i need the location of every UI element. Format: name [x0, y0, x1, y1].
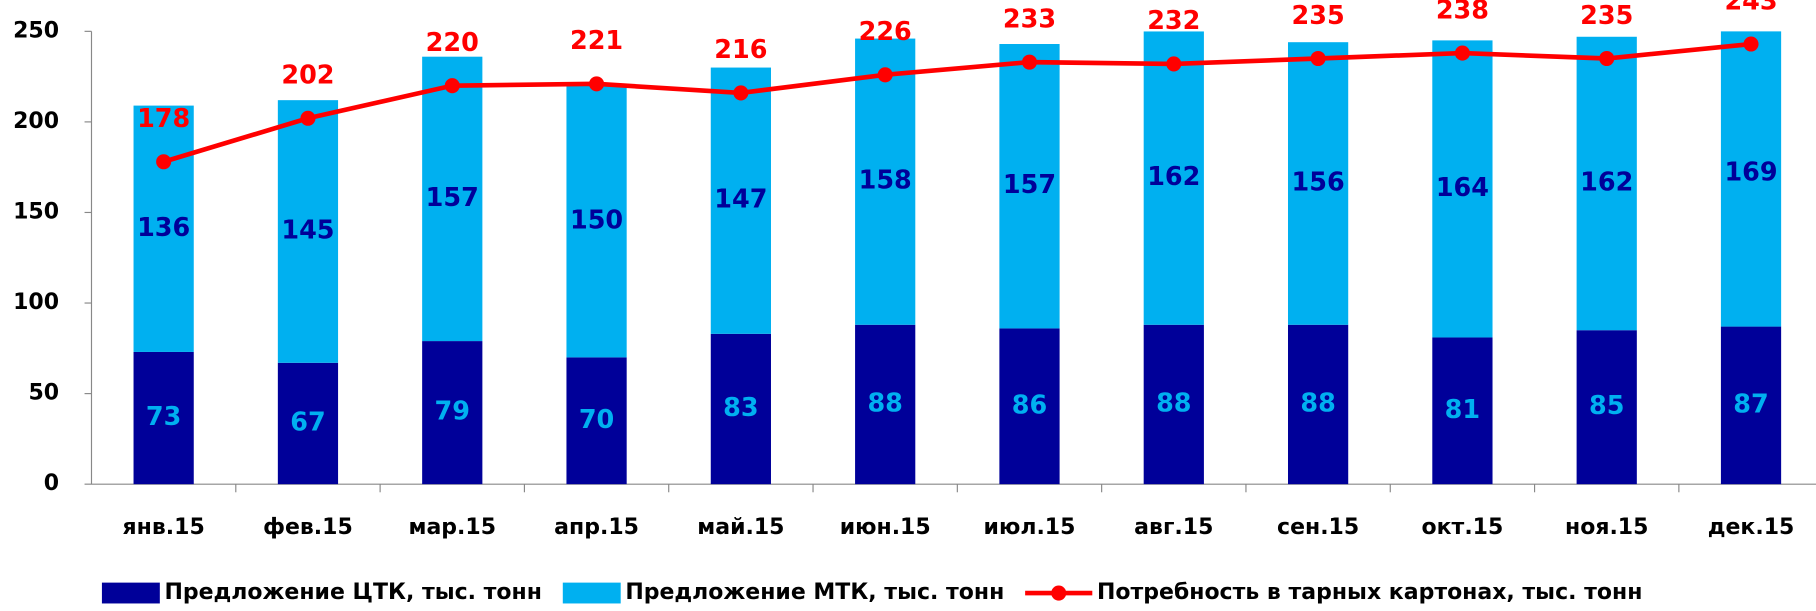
bar-label: 70: [579, 405, 614, 435]
bar: [1143, 324, 1204, 485]
line-label: 220: [426, 28, 479, 58]
line-point: [1310, 50, 1326, 67]
bar: [1143, 31, 1204, 325]
line-point: [1743, 36, 1759, 52]
legend-marker: [1051, 585, 1067, 601]
legend-label: Потребность в тарных картонах, тыс. тонн: [1097, 580, 1642, 605]
bar: [1287, 324, 1349, 485]
y-tick-label: 50: [28, 381, 59, 406]
line-point: [733, 85, 749, 101]
bar: [422, 56, 483, 342]
bar: [710, 67, 771, 334]
x-tick-label: сен.15: [1277, 515, 1359, 540]
line: [162, 41, 1752, 164]
line-label: 243: [1724, 0, 1777, 16]
legend-swatch: [562, 582, 621, 604]
legend-label: Предложение МТК, тыс. тонн: [625, 580, 1004, 605]
line-point: [1021, 54, 1038, 70]
bar-label: 88: [1300, 388, 1335, 418]
line-point: [444, 78, 460, 94]
line-label: 232: [1147, 6, 1200, 36]
x-tick-label: янв.15: [123, 515, 205, 540]
bar-label: 83: [723, 393, 758, 423]
bar-label: 67: [290, 407, 325, 437]
bar: [855, 38, 916, 325]
bar-label: 85: [1589, 391, 1624, 421]
bar: [1432, 40, 1493, 338]
line-label: 178: [137, 104, 190, 134]
line-label: 216: [714, 35, 767, 65]
line-point: [1454, 45, 1470, 61]
x-tick-label: июн.15: [840, 515, 931, 540]
x-tick-label: май.15: [697, 515, 784, 540]
bar: [999, 44, 1060, 329]
bar: [422, 341, 483, 485]
line-label: 238: [1436, 0, 1489, 25]
bar: [133, 351, 194, 485]
bar-label: 88: [1156, 388, 1191, 418]
bar-label: 162: [1580, 167, 1633, 197]
bar-label: 81: [1445, 395, 1480, 425]
y-tick-label: 200: [13, 109, 59, 134]
bar-label: 136: [137, 213, 190, 243]
line-label: 235: [1580, 1, 1633, 31]
x-tick-label: апр.15: [554, 515, 639, 540]
bar-label: 79: [435, 397, 470, 427]
bar: [1432, 337, 1493, 485]
line-label: 226: [859, 17, 912, 47]
line-point: [1599, 50, 1615, 67]
bar: [1576, 36, 1637, 331]
y-tick-label: 100: [13, 290, 59, 315]
line-point: [300, 110, 316, 126]
x-tick-label: мар.15: [408, 515, 496, 540]
bar-label: 157: [1003, 170, 1056, 200]
bar-label: 88: [867, 388, 902, 418]
bar: [1720, 31, 1782, 327]
bar-label: 169: [1724, 158, 1777, 188]
line-point: [589, 76, 605, 92]
bar-label: 158: [859, 166, 912, 196]
y-tick-label: 250: [13, 18, 59, 43]
x-tick-label: фев.15: [263, 515, 353, 540]
line-label: 233: [1003, 4, 1056, 34]
bar-label: 86: [1012, 390, 1047, 420]
bar-label: 164: [1436, 173, 1489, 203]
bar: [1287, 42, 1349, 325]
line-point: [1166, 56, 1182, 72]
bar: [1576, 330, 1637, 485]
bar: [277, 100, 339, 363]
x-tick-label: авг.15: [1134, 515, 1213, 540]
y-tick-label: 150: [13, 199, 59, 224]
bar-label: 162: [1147, 162, 1200, 192]
plot-area: [133, 31, 1782, 485]
bar-label: 87: [1733, 389, 1768, 419]
bar: [566, 85, 627, 358]
bar: [133, 105, 194, 352]
bar-label: 73: [146, 402, 181, 432]
x-tick-label: дек.15: [1708, 515, 1795, 540]
x-tick-label: ноя.15: [1565, 515, 1648, 540]
bar: [277, 362, 339, 485]
legend-swatch: [101, 582, 160, 604]
bar: [999, 328, 1060, 485]
bar: [1720, 326, 1782, 485]
bar-label: 157: [426, 183, 479, 213]
bar-label: 156: [1292, 167, 1345, 197]
x-tick-label: окт.15: [1422, 515, 1504, 540]
bar-label: 150: [570, 206, 623, 236]
line-label: 235: [1292, 1, 1345, 31]
line-label: 202: [281, 61, 334, 91]
bar-label: 147: [714, 185, 767, 215]
line-point: [877, 67, 893, 83]
line-point: [156, 154, 172, 170]
legend-label: Предложение ЦТК, тыс. тонн: [164, 580, 541, 605]
y-tick-label: 0: [44, 471, 59, 496]
bar-label: 145: [281, 215, 334, 245]
line-label: 221: [570, 26, 623, 56]
bar: [710, 333, 771, 485]
bar: [855, 324, 916, 485]
bar: [566, 357, 627, 485]
x-tick-label: июл.15: [984, 515, 1076, 540]
